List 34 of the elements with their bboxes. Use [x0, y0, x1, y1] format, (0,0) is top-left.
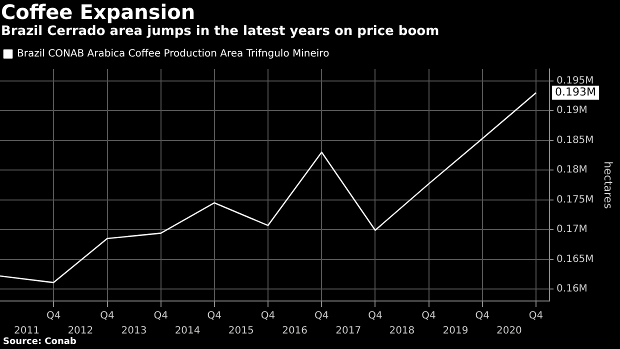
annotation: 0.193M	[555, 86, 596, 99]
x2-tick-label: Q4	[154, 310, 168, 322]
x-tick-label: 2012	[68, 326, 94, 337]
x-tick-label: 2011	[14, 326, 40, 337]
x2-tick-label: Q4	[528, 310, 544, 322]
x-tick-label: 2013	[121, 326, 147, 337]
x2-tick-label: Q4	[422, 310, 436, 322]
x2-tick-label: Q4	[46, 310, 61, 322]
source-note: Source: Conab	[3, 336, 76, 348]
x2-tick-label: Q4	[260, 310, 276, 322]
y-tick-label: 0.16M	[556, 284, 588, 295]
y-tick-label: 0.19M	[556, 105, 588, 116]
x2-tick-label: Q4	[475, 310, 490, 322]
y-tick-label: 0.165M	[556, 254, 594, 265]
x-tick-label: 2018	[389, 326, 415, 337]
x-tick-label: 2017	[336, 326, 362, 337]
y-tick-label: 0.18M	[556, 164, 588, 176]
y-tick-label: 0.185M	[556, 134, 594, 146]
x-tick-label: 2015	[228, 326, 254, 337]
x-tick-label: 2020	[496, 326, 522, 337]
x2-tick-label: Q4	[368, 310, 382, 322]
x2-tick-label: Q4	[314, 310, 329, 322]
y-tick-label: 0.195M	[556, 75, 594, 86]
x-tick-label: 2019	[442, 326, 468, 337]
x2-tick-label: Q4	[207, 310, 222, 322]
legend-label: Brazil CONAB Arabica Coffee Production Area Trifngulo Mineiro	[17, 48, 330, 60]
x-tick-label: 2016	[282, 326, 308, 337]
y-axis-title: hectares	[602, 161, 615, 210]
chart-subtitle: Brazil Cerrado area jumps in the latest years on price boom	[1, 24, 440, 41]
x2-tick-label: Q4	[100, 310, 114, 322]
y-tick-label: 0.17M	[556, 224, 588, 236]
y-tick-label: 0.175M	[556, 194, 594, 206]
chart-title: Coffee Expansion	[1, 0, 196, 24]
x-tick-label: 2014	[174, 326, 200, 337]
